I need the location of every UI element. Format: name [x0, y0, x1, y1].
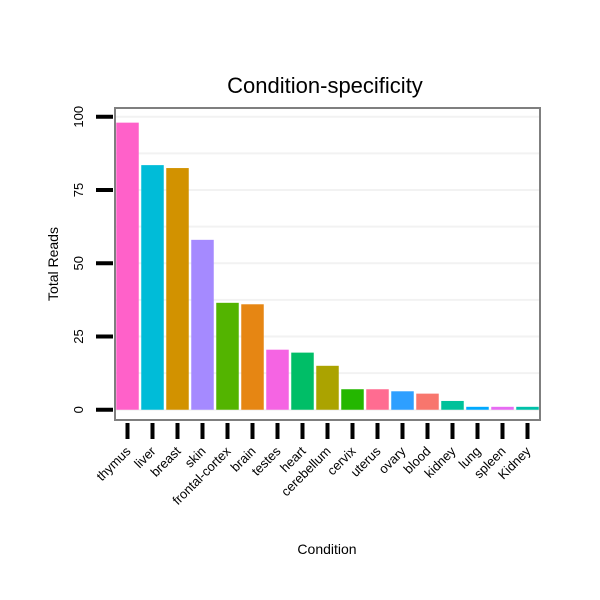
- bar-skin: [191, 239, 214, 410]
- bar-blood: [416, 393, 439, 410]
- y-tick-label: 100: [71, 106, 86, 128]
- bar-testes: [266, 349, 289, 410]
- y-tick-label: 0: [71, 406, 86, 413]
- chart-title: Condition-specificity: [227, 73, 423, 98]
- bar-spleen: [491, 406, 514, 410]
- y-axis: 0 25 50 75 100: [71, 106, 113, 413]
- bar-kidney: [441, 400, 464, 410]
- x-axis: thymusliverbreastskinfrontal-cortexbrain…: [93, 423, 534, 508]
- plot-border: [114, 107, 541, 421]
- bar-uterus: [366, 389, 389, 410]
- x-tick-label: thymus: [93, 443, 134, 484]
- bar-cervix: [341, 389, 364, 410]
- x-tick-label: ovary: [376, 443, 409, 476]
- bars-group: [116, 122, 539, 410]
- bar-brain: [241, 304, 264, 410]
- x-axis-label: Condition: [297, 541, 356, 557]
- x-tick-label: testes: [248, 443, 283, 478]
- bar-heart: [291, 352, 314, 410]
- bar-breast: [166, 168, 189, 410]
- y-tick-label: 50: [71, 256, 86, 270]
- bar-frontal-cortex: [216, 302, 239, 410]
- y-tick-label: 25: [71, 329, 86, 343]
- bar-liver: [141, 165, 164, 410]
- bar-cerebellum: [316, 365, 339, 410]
- y-tick-label: 75: [71, 183, 86, 197]
- bar-thymus: [116, 122, 139, 410]
- bar-kidney: [516, 406, 539, 410]
- bar-lung: [466, 406, 489, 410]
- y-axis-label: Total Reads: [45, 227, 61, 301]
- bar-ovary: [391, 391, 414, 410]
